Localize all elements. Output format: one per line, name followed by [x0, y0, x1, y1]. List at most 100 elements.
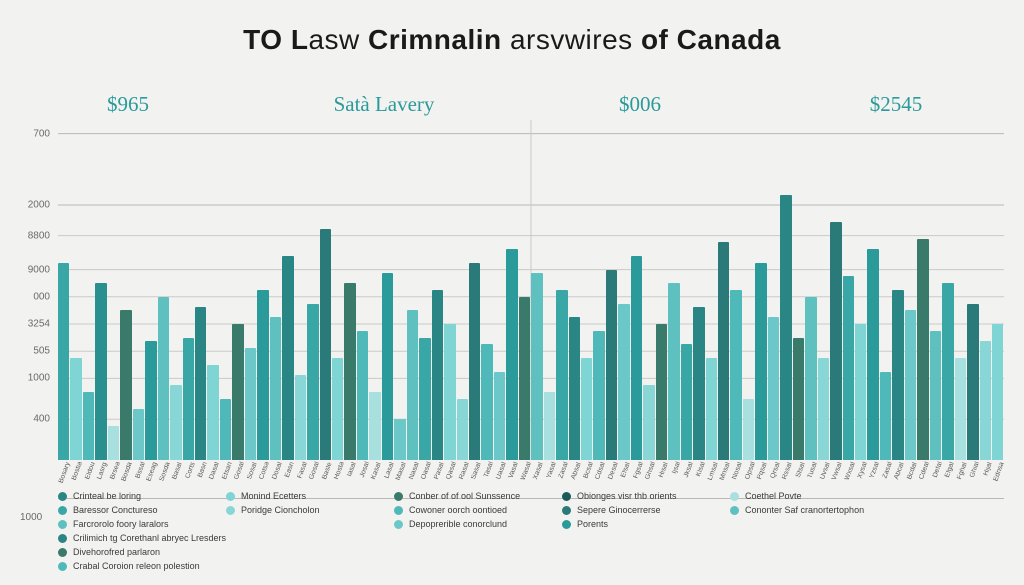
bar: [320, 229, 331, 460]
y-tick-label: 400: [0, 414, 50, 425]
header-value: $006: [512, 92, 768, 117]
bar: [58, 263, 69, 460]
legend-swatch: [58, 506, 67, 515]
legend-swatch: [562, 506, 571, 515]
bar: [170, 385, 181, 460]
bar: [145, 341, 156, 460]
legend-label: Farcrorolo foory laralors: [73, 519, 169, 529]
legend-label: Crinteal be loring: [73, 491, 141, 501]
bar: [706, 358, 717, 460]
bar: [444, 324, 455, 460]
bar: [656, 324, 667, 460]
bar: [743, 399, 754, 460]
bar: [905, 310, 916, 460]
bars-group: [58, 120, 1004, 460]
legend-item: Farcrorolo foory laralors: [58, 519, 198, 529]
y-tick-label: 700: [0, 128, 50, 139]
legend-swatch: [730, 492, 739, 501]
y-tick-label: 8800: [0, 230, 50, 241]
bar: [992, 324, 1003, 460]
bar: [357, 331, 368, 460]
bar: [631, 256, 642, 460]
bar: [830, 222, 841, 460]
legend-swatch: [730, 506, 739, 515]
bar: [955, 358, 966, 460]
bar: [755, 263, 766, 460]
bar: [805, 297, 816, 460]
y-sub-label: 1000: [20, 512, 42, 523]
bar: [643, 385, 654, 460]
bar: [158, 297, 169, 460]
legend-label: Crilimich tg Corethanl abryec Lresders: [73, 533, 226, 543]
bar: [855, 324, 866, 460]
bar: [506, 249, 517, 460]
bar: [469, 263, 480, 460]
legend-label: Poridge Cioncholon: [241, 505, 320, 515]
bar: [519, 297, 530, 460]
bar: [892, 290, 903, 460]
legend-swatch: [58, 548, 67, 557]
bar: [382, 273, 393, 460]
legend-item: Monind Ecetters: [226, 491, 366, 501]
bar: [432, 290, 443, 460]
legend-label: Obionges visr thb orients: [577, 491, 677, 501]
bar: [618, 304, 629, 460]
bar: [980, 341, 991, 460]
y-tick-label: 9000: [0, 264, 50, 275]
bar: [108, 426, 119, 460]
legend-item: Crabal Coroion releon polestion: [58, 561, 226, 571]
bar: [581, 358, 592, 460]
bar: [880, 372, 891, 460]
bar: [195, 307, 206, 460]
y-tick-label: 505: [0, 346, 50, 357]
bar: [668, 283, 679, 460]
y-tick-label: 000: [0, 291, 50, 302]
legend-swatch: [58, 492, 67, 501]
legend-item: Baressor Conctureso: [58, 505, 198, 515]
legend-swatch: [226, 506, 235, 515]
legend-label: Divehorofred parlaron: [73, 547, 160, 557]
bar: [718, 242, 729, 460]
bar: [369, 392, 380, 460]
bar: [544, 392, 555, 460]
legend-label: Depoprerible conorclund: [409, 519, 507, 529]
legend-label: Crabal Coroion releon polestion: [73, 561, 200, 571]
y-tick-label: 3254: [0, 319, 50, 330]
legend-item: Cowoner oorch oontioed: [394, 505, 534, 515]
bar: [245, 348, 256, 460]
legend-label: Sepere Ginocerrerse: [577, 505, 661, 515]
bar: [232, 324, 243, 460]
bar: [843, 276, 854, 460]
legend-swatch: [562, 492, 571, 501]
legend-label: Conber of of ool Sunssence: [409, 491, 520, 501]
bar: [457, 399, 468, 460]
chart-container: TO Lasw Crimnalin arsvwires of Canada $9…: [0, 0, 1024, 585]
bar: [83, 392, 94, 460]
header-value: $2545: [768, 92, 1024, 117]
bar: [917, 239, 928, 460]
legend-label: Porents: [577, 519, 608, 529]
legend-item: Depoprerible conorclund: [394, 519, 534, 529]
legend-label: Baressor Conctureso: [73, 505, 158, 515]
y-tick-label: 1000: [0, 373, 50, 384]
bar: [207, 365, 218, 460]
bar: [606, 270, 617, 460]
legend-swatch: [394, 492, 403, 501]
bar: [780, 195, 791, 460]
legend-swatch: [58, 520, 67, 529]
legend-item: Crilimich tg Corethanl abryec Lresders: [58, 533, 226, 543]
legend-swatch: [58, 534, 67, 543]
legend-item: Porents: [562, 519, 702, 529]
bar: [282, 256, 293, 460]
legend-item: Conber of of ool Sunssence: [394, 491, 534, 501]
legend-label: Cowoner oorch oontioed: [409, 505, 507, 515]
bar: [593, 331, 604, 460]
legend-item: Obionges visr thb orients: [562, 491, 702, 501]
bar: [220, 399, 231, 460]
bar: [942, 283, 953, 460]
bar: [531, 273, 542, 460]
bar: [419, 338, 430, 460]
bar: [930, 331, 941, 460]
legend-item: Coethel Povte: [730, 491, 870, 501]
legend-swatch: [562, 520, 571, 529]
